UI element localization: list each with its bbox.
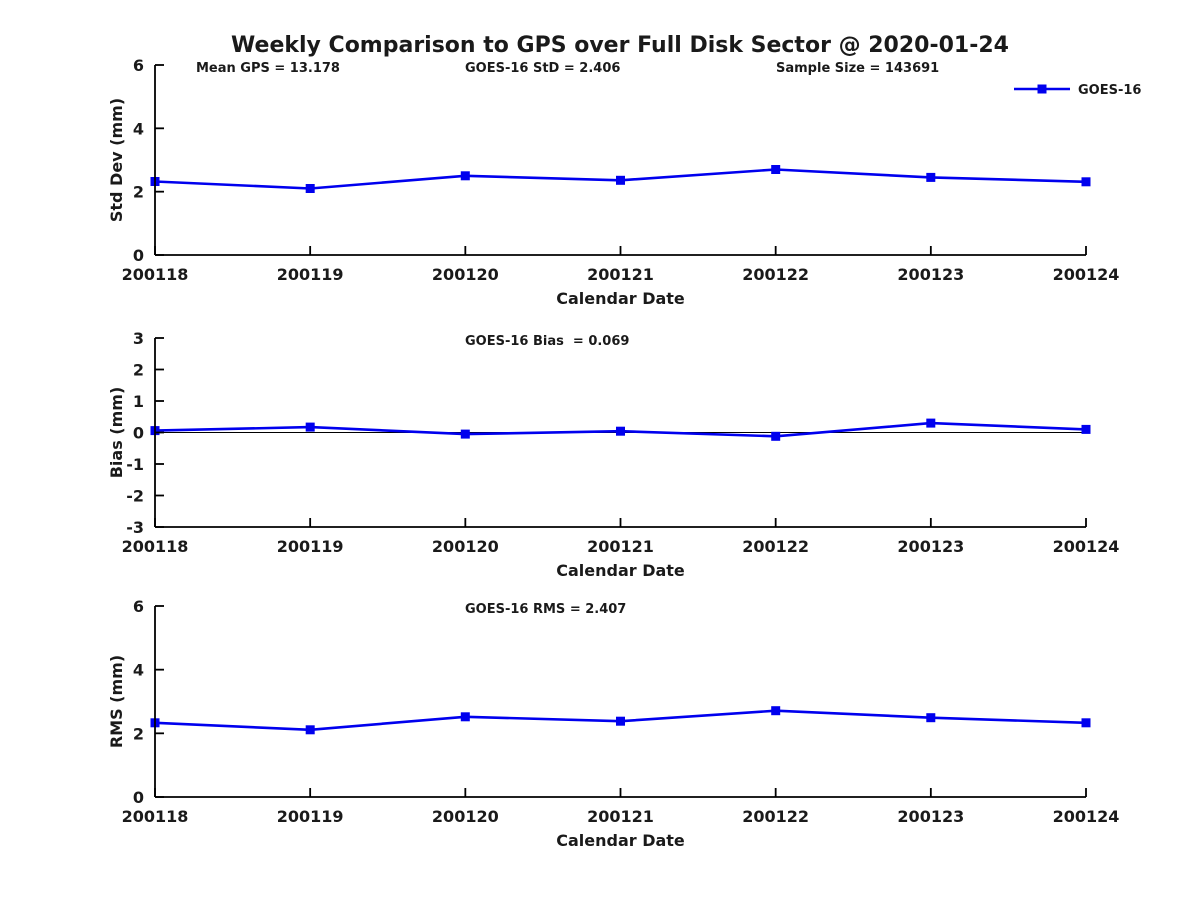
y-tick-label: 2	[133, 724, 144, 743]
data-point-marker	[305, 184, 315, 193]
chart-annotation: Sample Size = 143691	[776, 61, 939, 76]
chart-annotation: Mean GPS = 13.178	[196, 61, 340, 76]
x-tick-label: 200123	[897, 265, 964, 284]
x-tick-label: 200120	[432, 537, 499, 556]
x-tick-label: 200122	[742, 265, 809, 284]
data-point-marker	[926, 172, 936, 182]
chart-annotation: GOES-16 Bias = 0.069	[465, 334, 629, 349]
y-tick-label: 0	[133, 788, 144, 807]
y-axis-title: Std Dev (mm)	[107, 98, 126, 222]
data-point-marker	[460, 171, 470, 181]
data-point-marker	[616, 716, 625, 726]
legend-marker	[1037, 84, 1047, 94]
chart-rms: 0 2 4 6 200118 200119 200120 200121 200122 200123…	[107, 597, 1119, 850]
x-tick-label: 200119	[277, 537, 344, 556]
data-point-marker	[305, 422, 315, 432]
x-axis-title: Calendar Date	[556, 289, 685, 308]
x-tick-label: 200124	[1053, 265, 1120, 284]
y-tick-label: 3	[133, 329, 144, 348]
y-tick-label: 2	[133, 183, 144, 202]
x-axis-title: Calendar Date	[556, 561, 685, 580]
data-point-marker	[771, 165, 781, 174]
data-point-marker	[926, 418, 936, 428]
data-point-marker	[616, 426, 625, 436]
y-tick-label: 6	[133, 56, 144, 75]
data-point-marker	[460, 712, 470, 722]
x-tick-label: 200122	[742, 537, 809, 556]
x-tick-label: 200124	[1053, 537, 1120, 556]
data-point-marker	[616, 175, 625, 185]
chart-bias: -3 -2 -1 0 1 2 3 200118 200119 200120 200121 200122…	[107, 329, 1119, 580]
x-tick-label: 200120	[432, 265, 499, 284]
y-tick-label: 0	[133, 424, 144, 443]
chart-annotation: GOES-16 RMS = 2.407	[465, 602, 626, 617]
x-tick-label: 200123	[897, 807, 964, 826]
y-tick-label: 2	[133, 361, 144, 380]
x-tick-label: 200119	[277, 265, 344, 284]
figure-title: Weekly Comparison to GPS over Full Disk …	[231, 33, 1009, 58]
x-tick-label: 200122	[742, 807, 809, 826]
legend-label: GOES-16	[1078, 83, 1141, 98]
x-tick-label: 200119	[277, 807, 344, 826]
y-tick-label: -3	[126, 518, 144, 537]
y-tick-label: 1	[133, 392, 144, 411]
y-tick-label: 6	[133, 597, 144, 616]
x-tick-label: 200118	[122, 265, 189, 284]
y-tick-label: -2	[126, 487, 144, 506]
data-point-marker	[1081, 718, 1091, 728]
y-axis-title: RMS (mm)	[107, 655, 126, 748]
y-tick-label: 0	[133, 246, 144, 265]
data-point-marker	[771, 431, 781, 441]
x-tick-label: 200121	[587, 537, 654, 556]
x-tick-label: 200123	[897, 537, 964, 556]
x-tick-label: 200124	[1053, 807, 1120, 826]
x-tick-label: 200121	[587, 265, 654, 284]
data-point-marker	[1081, 177, 1091, 187]
x-tick-label: 200121	[587, 807, 654, 826]
data-point-marker	[926, 713, 936, 723]
y-tick-label: 4	[133, 661, 144, 680]
data-point-marker	[460, 429, 470, 439]
x-tick-label: 200118	[122, 807, 189, 826]
data-point-marker	[771, 706, 781, 716]
x-tick-label: 200120	[432, 807, 499, 826]
data-point-marker	[305, 725, 315, 735]
data-point-marker	[1081, 424, 1091, 434]
chart-annotation: GOES-16 StD = 2.406	[465, 61, 620, 76]
y-tick-label: -1	[126, 455, 144, 474]
x-axis-title: Calendar Date	[556, 831, 685, 850]
chart-std-dev: 0 2 4 6 200118 200119 200120 200121 200122 200123…	[107, 56, 1141, 308]
legend: GOES-16	[1014, 83, 1141, 98]
y-tick-label: 4	[133, 119, 144, 138]
y-axis-title: Bias (mm)	[107, 387, 126, 479]
x-tick-label: 200118	[122, 537, 189, 556]
